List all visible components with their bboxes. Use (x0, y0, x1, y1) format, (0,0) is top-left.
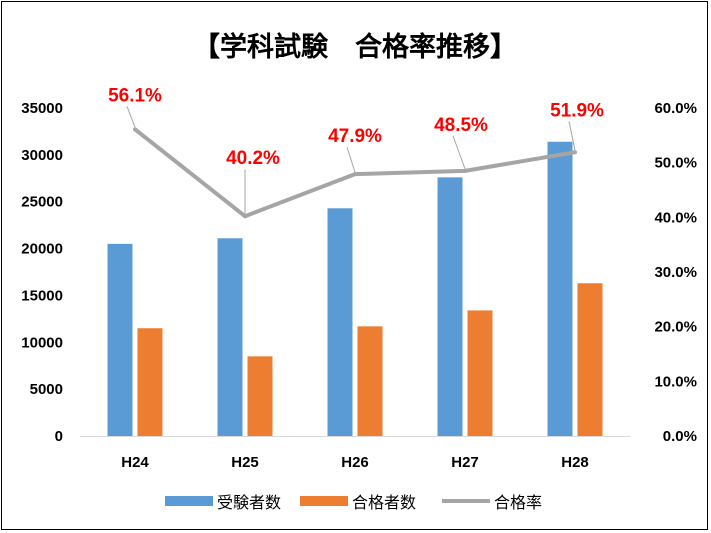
right-axis-tick: 40.0% (654, 209, 697, 226)
chart-title: 【学科試験 合格率推移】 (193, 31, 517, 63)
category-label-h27: H27 (451, 454, 479, 471)
bar-passers-h27 (467, 310, 493, 436)
bar-applicants-h25 (217, 238, 243, 436)
category-axis: H24 H25 H26 H27 H28 (121, 454, 589, 471)
left-axis-tick: 15000 (21, 287, 63, 304)
legend-label-1: 合格者数 (352, 493, 416, 512)
right-axis-tick: 20.0% (654, 319, 697, 336)
data-label-h28: 51.9% (550, 100, 604, 121)
data-labels: 56.1% 40.2% 47.9% 48.5% 51.9% (108, 85, 604, 215)
leader-line (126, 106, 136, 128)
line-series (133, 127, 577, 219)
bar-passers-h25 (247, 356, 273, 436)
bar-series (80, 141, 630, 437)
leader-line (568, 121, 576, 151)
bar-passers-h28 (577, 283, 603, 436)
right-axis-tick: 30.0% (654, 264, 697, 281)
bar-applicants-h24 (107, 243, 133, 436)
left-axis: 0 5000 10000 15000 20000 25000 30000 35000 (21, 100, 63, 445)
pass-rate-point-h27 (463, 168, 467, 173)
data-label-h25: 40.2% (226, 148, 280, 169)
left-axis-tick: 10000 (21, 334, 63, 351)
legend-swatch-0 (165, 496, 213, 506)
left-axis-tick: 25000 (21, 194, 63, 211)
left-axis-tick: 35000 (21, 100, 63, 117)
legend-label-0: 受験者数 (217, 493, 281, 512)
left-axis-tick: 5000 (30, 381, 63, 398)
bar-applicants-h27 (437, 177, 463, 436)
bar-applicants-h26 (327, 208, 353, 436)
data-label-h24: 56.1% (108, 85, 162, 106)
category-label-h24: H24 (121, 454, 149, 471)
right-axis-tick: 10.0% (654, 373, 697, 390)
category-label-h26: H26 (341, 454, 369, 471)
category-label-h28: H28 (561, 454, 589, 471)
leader-line (452, 135, 466, 170)
right-axis-tick: 50.0% (654, 155, 697, 172)
left-axis-tick: 0 (55, 428, 63, 445)
left-axis-tick: 30000 (21, 147, 63, 164)
bar-passers-h26 (357, 326, 383, 436)
legend-swatch-1 (300, 496, 348, 506)
data-label-h27: 48.5% (434, 115, 488, 136)
legend: 受験者数 合格者数 合格率 (165, 493, 542, 512)
pass-rate-point-h28 (573, 150, 577, 155)
pass-rate-point-h26 (353, 172, 357, 177)
right-axis-tick: 60.0% (654, 100, 697, 117)
bar-applicants-h28 (547, 141, 573, 437)
data-label-h26: 47.9% (328, 126, 382, 147)
legend-label-2: 合格率 (494, 493, 542, 512)
leader-line (346, 146, 356, 173)
pass-rate-point-h24 (133, 127, 137, 132)
right-axis: 0.0% 10.0% 20.0% 30.0% 40.0% 50.0% 60.0% (654, 100, 697, 445)
left-axis-tick: 20000 (21, 241, 63, 258)
category-label-h25: H25 (231, 454, 259, 471)
right-axis-tick: 0.0% (663, 428, 697, 445)
bar-passers-h24 (137, 328, 163, 436)
pass-rate-point-h25 (243, 214, 247, 219)
